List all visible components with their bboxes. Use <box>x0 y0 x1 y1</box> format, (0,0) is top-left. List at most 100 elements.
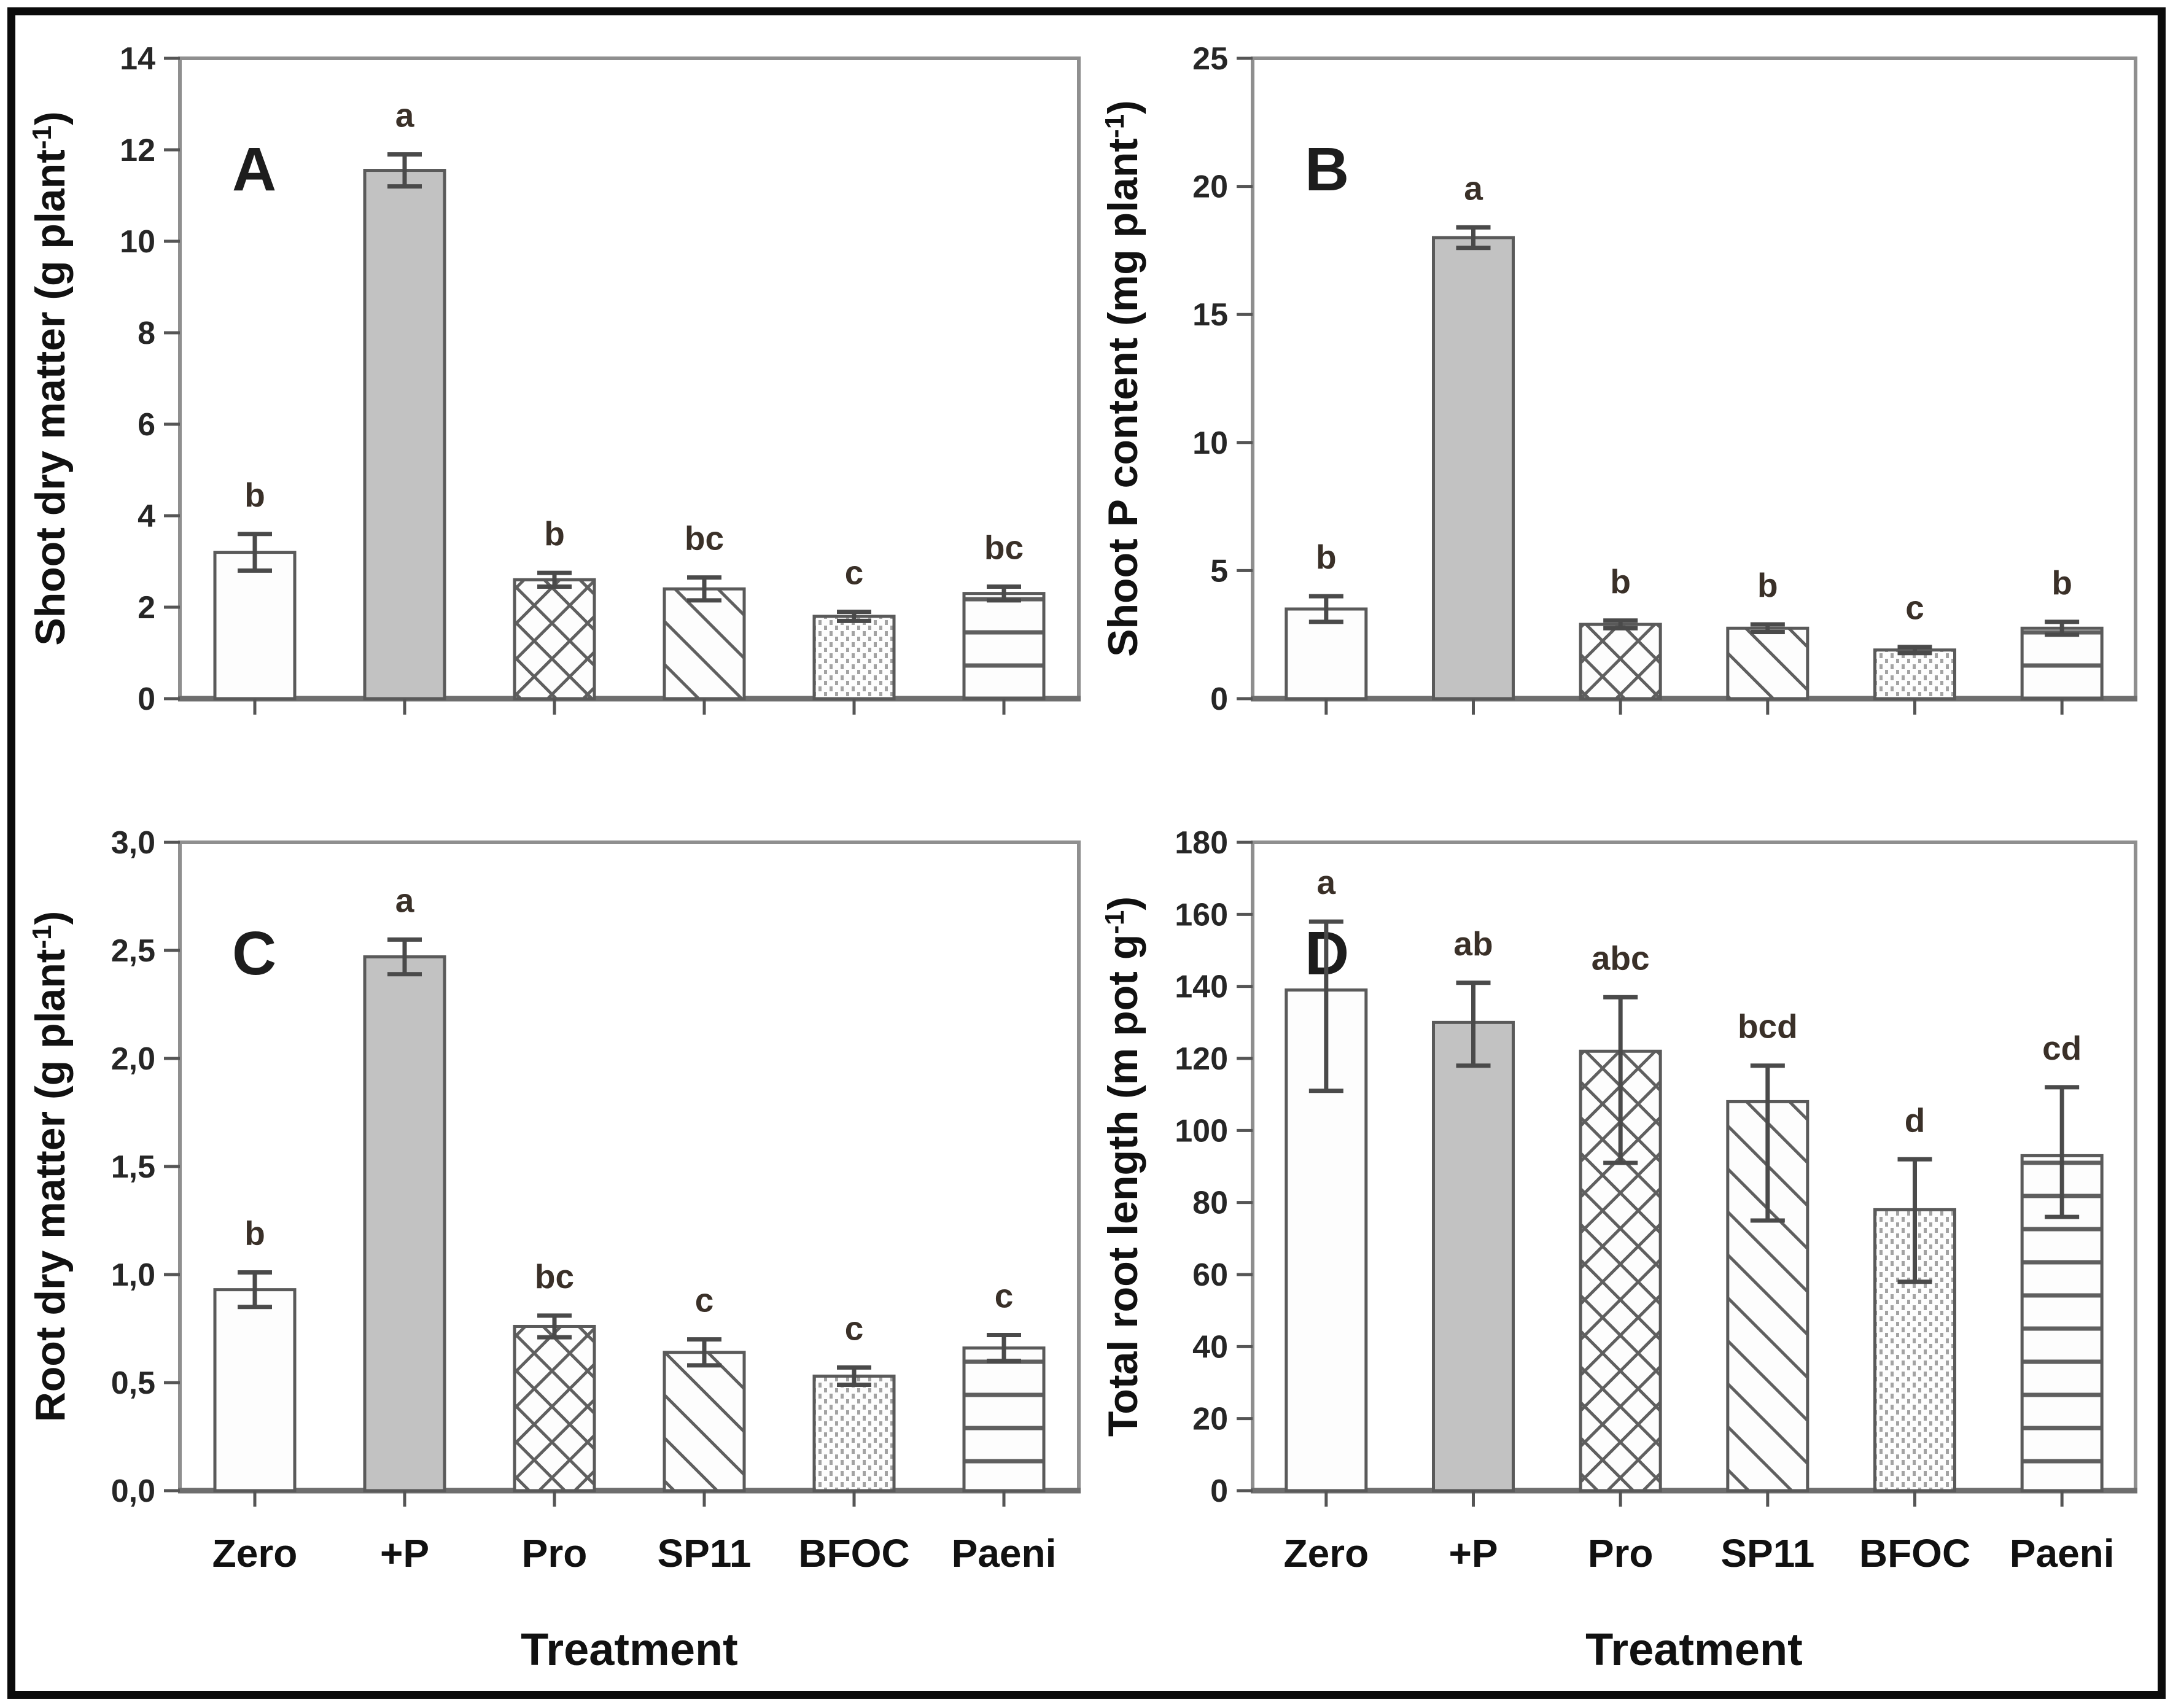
bar-group-bfoc: d <box>1873 1101 1956 1493</box>
bar-pattern <box>964 1348 1044 1491</box>
y-tick-label: 80 <box>1192 1186 1228 1221</box>
x-category-label: Pro <box>522 1531 588 1575</box>
bar-fill <box>1433 1022 1514 1491</box>
sig-letter: b <box>1757 566 1778 604</box>
sig-letter: b <box>244 476 265 514</box>
y-tick-label: 14 <box>120 41 155 77</box>
sig-letter: c <box>1905 589 1924 627</box>
sig-letter: bc <box>685 519 724 557</box>
sig-letter: b <box>2051 564 2072 602</box>
x-category-label: Zero <box>212 1531 298 1575</box>
bar-fill <box>1433 238 1514 699</box>
bar-pattern <box>664 589 744 699</box>
x-category-label: SP11 <box>1720 1531 1814 1575</box>
bar-group-+p: a <box>1432 169 1515 701</box>
plot-frame <box>1251 840 2137 1493</box>
sig-letter: bc <box>984 528 1024 566</box>
sig-letter: c <box>995 1277 1014 1315</box>
x-category-label: BFOC <box>798 1531 909 1575</box>
bar-fill <box>365 170 445 699</box>
figure-outer-border <box>7 7 2166 1699</box>
y-tick-label: 60 <box>1192 1257 1228 1293</box>
sig-letter: a <box>395 96 414 134</box>
bar-pattern <box>1875 650 1955 699</box>
sig-letter: bcd <box>1738 1007 1798 1046</box>
y-tick-label: 10 <box>1192 425 1228 461</box>
panel-letter: A <box>232 135 276 204</box>
y-tick-label: 2 <box>138 590 155 626</box>
y-axis-title: Shoot dry matter (g plant-1) <box>27 111 74 645</box>
bar-pattern <box>1727 628 1808 699</box>
y-tick-label: 25 <box>1192 41 1228 77</box>
bar-group-sp11: bcd <box>1726 1007 1810 1493</box>
sig-letter: cd <box>2042 1029 2082 1067</box>
bar-group-paeni: bc <box>962 528 1046 701</box>
y-tick-label: 160 <box>1175 897 1228 933</box>
x-axis-title: Treatment <box>1585 1624 1803 1675</box>
y-tick-label: 0 <box>1210 681 1228 717</box>
bar-group-sp11: c <box>663 1281 746 1493</box>
bar-group-zero: b <box>1285 538 1368 701</box>
bar-pattern <box>964 593 1044 699</box>
y-tick-label: 180 <box>1175 825 1228 861</box>
y-tick-label: 40 <box>1192 1329 1228 1365</box>
y-tick-label: 120 <box>1175 1041 1228 1077</box>
sig-letter: c <box>695 1281 714 1319</box>
y-tick-label: 10 <box>120 224 155 260</box>
x-category-label: Paeni <box>2010 1531 2115 1575</box>
y-tick-label: 4 <box>138 499 155 534</box>
y-tick-label: 100 <box>1175 1113 1228 1149</box>
bar-pattern <box>2022 628 2102 699</box>
panel-letter: B <box>1305 135 1349 204</box>
bar-pattern <box>664 1352 744 1491</box>
sig-letter: b <box>544 514 565 553</box>
y-tick-label: 0 <box>1210 1473 1228 1509</box>
panel-a: 0 2 4 6 8 10 12 14 Shoot dry matter (g plant-1) A… <box>27 41 1081 717</box>
y-tick-label: 1,0 <box>111 1257 155 1293</box>
sig-letter: a <box>1464 169 1483 207</box>
x-category-label: BFOC <box>1859 1531 1970 1575</box>
bar-group-sp11: bc <box>663 519 746 701</box>
sig-letter: b <box>1316 538 1337 576</box>
bar-group-pro: b <box>513 514 596 701</box>
panel-letter: C <box>232 919 276 988</box>
sig-letter: b <box>244 1214 265 1252</box>
y-tick-label: 8 <box>138 316 155 351</box>
y-axis-title: Shoot P content (mg plant-1) <box>1100 100 1146 657</box>
x-category-label: Paeni <box>952 1531 1057 1575</box>
y-axis-title: Root dry matter (g plant-1) <box>27 911 74 1422</box>
y-tick-label: 140 <box>1175 969 1228 1005</box>
x-category-label: Pro <box>1588 1531 1654 1575</box>
bar-base <box>215 552 295 699</box>
plot-frame <box>178 56 1081 701</box>
bar-group-zero: a <box>1285 863 1368 1493</box>
bar-pattern <box>1580 624 1661 699</box>
bar-group-pro: b <box>1579 562 1662 701</box>
sig-letter: c <box>845 553 864 591</box>
sig-letter: bc <box>535 1257 574 1295</box>
y-tick-label: 6 <box>138 407 155 443</box>
bar-pattern <box>515 580 594 699</box>
sig-letter: abc <box>1592 939 1650 977</box>
bar-fill <box>365 957 445 1491</box>
x-category-label: +P <box>1448 1531 1498 1575</box>
bar-base <box>215 1289 295 1491</box>
sig-letter: a <box>1317 863 1336 901</box>
bar-group-zero: b <box>213 1214 297 1493</box>
y-axis-title: Total root length (m pot g-1) <box>1100 896 1146 1437</box>
bar-pattern <box>814 616 894 699</box>
bar-group-bfoc: c <box>812 1309 896 1493</box>
y-tick-label: 20 <box>1192 169 1228 205</box>
panel-d: 0 20 40 60 80 100 120 140 160 180 Total root lengt… <box>1100 825 2137 1675</box>
y-tick-label: 2,0 <box>111 1041 155 1077</box>
y-tick-label: 0,0 <box>111 1473 155 1509</box>
panel-b: 0 5 10 15 20 25 Shoot P content (mg plant-1) Bb… <box>1100 41 2137 717</box>
bar-group-+p: ab <box>1432 925 1515 1493</box>
y-tick-label: 12 <box>120 133 155 168</box>
x-axis-title: Treatment <box>521 1624 738 1675</box>
panel-c: 0,0 0,5 1,0 1,5 2,0 2,5 3,0 Root dry matter (g … <box>27 825 1081 1675</box>
plot-frame <box>178 840 1081 1493</box>
sig-letter: c <box>845 1309 864 1347</box>
x-category-label: SP11 <box>657 1531 751 1575</box>
